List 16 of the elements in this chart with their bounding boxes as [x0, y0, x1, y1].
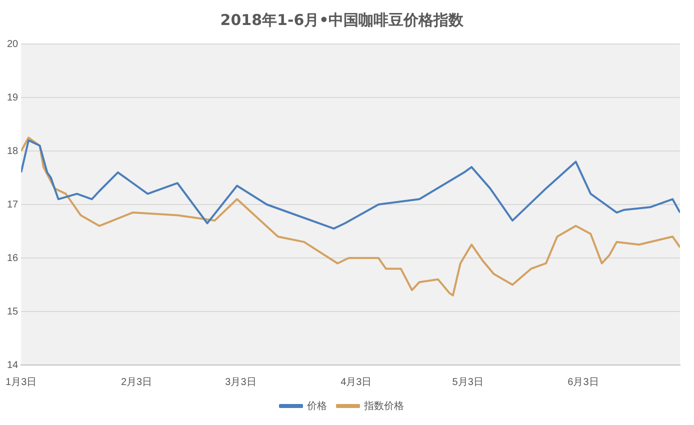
- y-tick-label: 20: [7, 38, 19, 50]
- y-tick-label: 17: [7, 199, 19, 210]
- y-tick-label: 18: [7, 146, 19, 157]
- x-tick-label: 1月3日: [6, 376, 37, 388]
- x-tick-label: 6月3日: [568, 376, 599, 388]
- y-tick-label: 15: [7, 306, 19, 318]
- y-tick-label: 16: [7, 252, 19, 264]
- x-tick-label: 5月3日: [452, 376, 484, 388]
- chart-title: 2018年1-6月•中国咖啡豆价格指数: [220, 10, 465, 29]
- x-tick-label: 3月3日: [225, 376, 256, 388]
- y-tick-label: 14: [7, 360, 19, 371]
- x-tick-label: 4月3日: [340, 376, 372, 388]
- y-tick-label: 19: [7, 92, 19, 104]
- legend-label: 指数价格: [363, 400, 404, 412]
- legend-label: 价格: [306, 400, 327, 412]
- x-tick-label: 2月3日: [120, 376, 152, 388]
